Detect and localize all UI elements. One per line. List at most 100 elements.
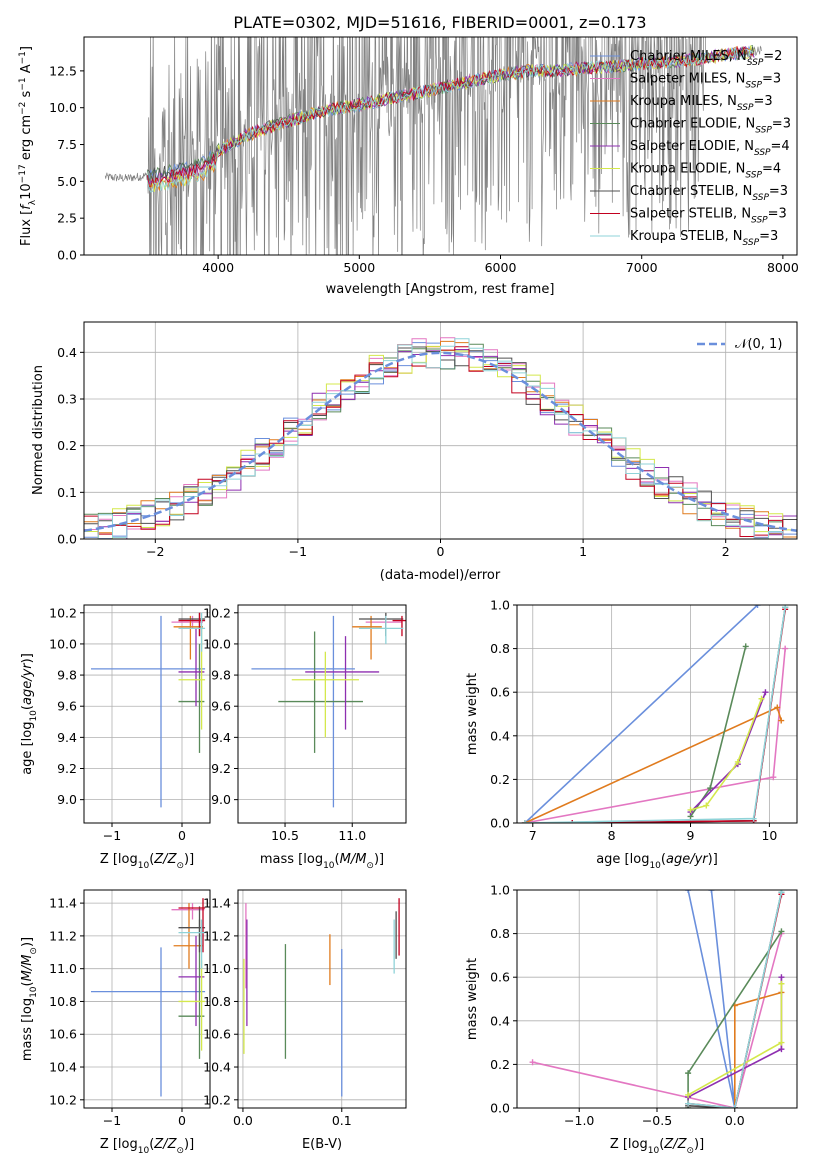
weight-line bbox=[690, 698, 763, 811]
y-tick-label: 0.4 bbox=[490, 728, 510, 743]
weight-marker bbox=[521, 820, 528, 823]
label-part: ( bbox=[20, 705, 35, 710]
label-part: 10 bbox=[648, 1146, 660, 1156]
label-part: =3 bbox=[768, 207, 787, 222]
weight-line bbox=[689, 691, 767, 813]
y-tick-label: 11.0 bbox=[49, 961, 77, 976]
weight-marker bbox=[778, 717, 785, 724]
label-part: mass weight bbox=[465, 673, 480, 755]
x-tick-label: 10 bbox=[761, 828, 777, 843]
y-tick-label: 0.2 bbox=[490, 1057, 510, 1072]
weight-marker bbox=[770, 774, 777, 781]
label-part: −1 bbox=[18, 77, 28, 90]
y-tick-label: 9.2 bbox=[57, 761, 77, 776]
label-part: −1 bbox=[18, 51, 28, 64]
y-tick-label: 0.0 bbox=[57, 532, 77, 547]
x-tick-label: −0.5 bbox=[642, 1113, 672, 1128]
y-tick-label: 9.4 bbox=[57, 730, 77, 745]
weight-line bbox=[532, 933, 783, 1108]
weight-marker bbox=[708, 890, 715, 893]
y-tick-label: 0.0 bbox=[490, 816, 510, 831]
weight-marker bbox=[754, 605, 761, 608]
mass-vs-extinction-panel: 0.0 0.1 10.2 10.4 10.6 10.8 11.0 11.2 11.4 E(B-V) bbox=[203, 889, 407, 1152]
label-part: Salpeter MILES, N bbox=[630, 72, 745, 87]
y-tick-label: 10.0 bbox=[49, 636, 77, 651]
weight-marker bbox=[778, 1046, 785, 1053]
gaussian-curve bbox=[84, 351, 797, 533]
label-part: Salpeter STELIB, N bbox=[630, 207, 751, 222]
label-part: 10 bbox=[29, 710, 39, 722]
label-part: A bbox=[19, 64, 34, 77]
label-part: erg cm bbox=[19, 115, 34, 164]
data-spectrum bbox=[104, 37, 762, 255]
label-part: )] bbox=[20, 937, 35, 947]
label-part: Kroupa MILES, N bbox=[630, 94, 737, 109]
x-axis-label: E(B-V) bbox=[302, 1137, 342, 1152]
legend-entry: Chabrier MILES, NSSP=2 bbox=[630, 49, 782, 68]
label-part: mass weight bbox=[465, 958, 480, 1040]
x-tick-label: 5000 bbox=[343, 260, 375, 275]
plot-area bbox=[251, 612, 406, 808]
label-part: SSP bbox=[745, 171, 762, 181]
label-part: SSP bbox=[745, 81, 762, 91]
label-part: SSP bbox=[751, 216, 768, 226]
residual-histogram bbox=[84, 338, 797, 539]
weight-marker bbox=[685, 1100, 692, 1107]
weight-marker bbox=[703, 802, 710, 809]
label-part: SSP bbox=[754, 148, 771, 158]
x-tick-label: −1 bbox=[103, 1113, 121, 1128]
label-part: ( bbox=[661, 852, 666, 867]
axes-frame bbox=[237, 604, 407, 824]
y-axis-label: Flux [fλ10−17 erg cm−2 s−1 A−1] bbox=[18, 46, 38, 246]
label-part: ⊙ bbox=[176, 1146, 184, 1156]
weight-marker bbox=[569, 820, 576, 823]
label-part: =3 bbox=[753, 94, 772, 109]
legend-entry: 𝒩(0, 1) bbox=[735, 337, 782, 352]
label-part: )] bbox=[694, 1137, 704, 1152]
label-part: SSP bbox=[747, 58, 764, 68]
weight-marker bbox=[742, 643, 749, 650]
label-part: =2 bbox=[763, 49, 782, 64]
label-part: ( bbox=[335, 852, 340, 867]
label-part: E(B-V) bbox=[302, 1137, 342, 1152]
label-part: (data-model)/error bbox=[380, 568, 501, 583]
label-part: SSP bbox=[737, 103, 754, 113]
legend-entry: Kroupa ELODIE, NSSP=4 bbox=[630, 162, 781, 181]
y-tick-label: 11.2 bbox=[203, 928, 231, 943]
x-axis-label: wavelength [Angstrom, rest frame] bbox=[326, 282, 555, 297]
label-part: )] bbox=[708, 852, 718, 867]
label-part: ( bbox=[149, 852, 154, 867]
weight-vs-metallicity-panel: −1.0 −0.5 0.0 0.0 0.2 0.4 0.6 0.8 1.0 Z [log10(Z/… bbox=[465, 883, 798, 1156]
label-part: Z [log bbox=[610, 1137, 648, 1152]
axes-frame bbox=[83, 889, 211, 1109]
y-tick-label: 9.2 bbox=[211, 761, 231, 776]
x-tick-label: −1 bbox=[289, 544, 307, 559]
y-tick-label: 10.2 bbox=[203, 605, 231, 620]
weight-line bbox=[524, 706, 782, 823]
label-part: Chabrier STELIB, N bbox=[630, 184, 752, 199]
x-tick-label: −1 bbox=[103, 828, 121, 843]
label-part: mass [log bbox=[20, 998, 35, 1061]
x-tick-label: 0 bbox=[178, 1113, 186, 1128]
label-part: )] bbox=[184, 852, 194, 867]
y-tick-label: 10.4 bbox=[49, 1060, 77, 1075]
age-vs-metallicity-panel: −1 09.09.29.49.69.810.010.2Z [log10(Z/Z⊙)… bbox=[20, 604, 211, 871]
weight-line bbox=[687, 890, 736, 1108]
weight-marker bbox=[778, 1039, 785, 1046]
label-part: Z/Z bbox=[663, 1137, 687, 1152]
weight-marker bbox=[758, 695, 765, 702]
y-tick-label: 0.8 bbox=[490, 926, 510, 941]
label-part: )] bbox=[184, 1137, 194, 1152]
x-tick-label: 0.0 bbox=[725, 1113, 745, 1128]
label-part: ] bbox=[19, 46, 34, 51]
y-tick-label: 10.2 bbox=[49, 605, 77, 620]
weight-marker bbox=[687, 806, 694, 813]
label-part: wavelength [Angstrom, rest frame] bbox=[326, 282, 555, 297]
y-tick-label: 9.6 bbox=[57, 699, 77, 714]
label-part: ( bbox=[149, 1137, 154, 1152]
label-part: )] bbox=[20, 653, 35, 663]
label-part: =3 bbox=[759, 229, 778, 244]
legend: 𝒩(0, 1) bbox=[697, 337, 782, 352]
label-part: 10 bbox=[649, 861, 661, 871]
label-part: 10 bbox=[138, 1146, 150, 1156]
